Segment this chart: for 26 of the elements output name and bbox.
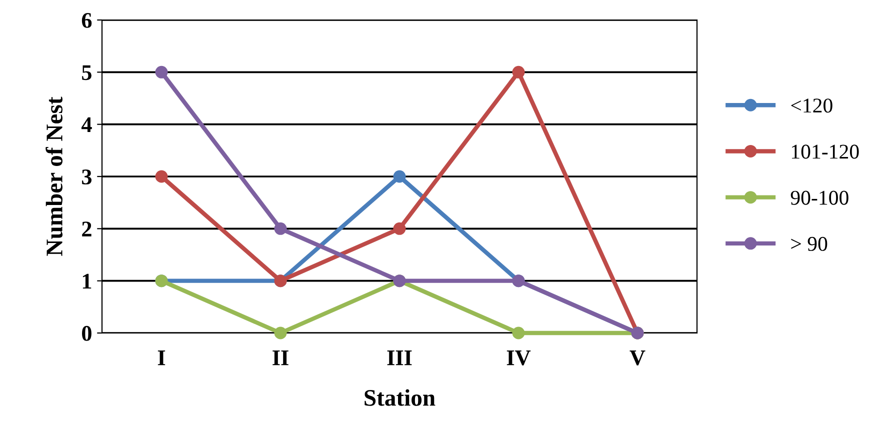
point — [393, 170, 406, 183]
x-tick-label: III — [387, 350, 412, 366]
x-tick-label: V — [630, 350, 646, 366]
y-tick-label: 3 — [82, 169, 92, 184]
legend-label: 90-100 — [790, 190, 848, 205]
y-tick-label: 4 — [81, 117, 92, 132]
point — [393, 222, 406, 235]
y-tick-label: 5 — [82, 65, 92, 80]
point — [274, 326, 287, 340]
y-tick-label: 1 — [82, 274, 92, 289]
point — [155, 170, 168, 183]
x-tick-label: II — [272, 350, 288, 366]
x-axis-title: Station — [364, 389, 436, 406]
y-tick-label: 0 — [82, 326, 92, 341]
y-tick-label: 2 — [82, 222, 92, 236]
x-tick-label: IV — [506, 350, 531, 366]
y-axis-title: Number of Nest — [46, 96, 63, 256]
x-tick-label: I — [158, 350, 166, 366]
y-tick-label: 6 — [82, 12, 92, 28]
point — [512, 66, 525, 78]
point — [274, 222, 287, 235]
point — [155, 66, 168, 78]
legend-label: > 90 — [791, 236, 828, 251]
legend-label: <120 — [791, 98, 832, 113]
legend-label: 101-120 — [792, 144, 859, 159]
point — [512, 326, 525, 340]
